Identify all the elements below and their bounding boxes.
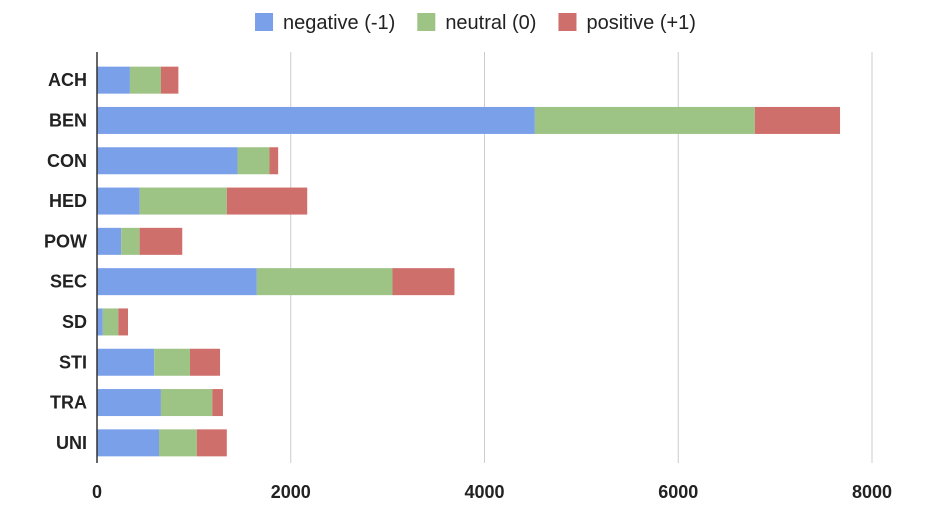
bar-ach-negative-1 (97, 66, 130, 94)
x-tick-label-6000: 6000 (658, 482, 698, 502)
bar-uni-neutral-0 (159, 429, 197, 457)
bar-hed-negative-1 (97, 187, 140, 215)
bar-tra-neutral-0 (160, 389, 213, 417)
category-label-tra: TRA (50, 393, 87, 413)
category-label-hed: HED (49, 191, 87, 211)
bar-con-positive-1 (269, 147, 279, 175)
bar-con-neutral-0 (237, 147, 270, 175)
category-label-sd: SD (62, 312, 87, 332)
bar-uni-negative-1 (97, 429, 159, 457)
bar-ben-neutral-0 (534, 106, 755, 134)
bar-sd-positive-1 (118, 308, 128, 336)
category-label-pow: POW (44, 231, 87, 251)
bar-hed-positive-1 (226, 187, 308, 215)
bar-sti-negative-1 (97, 348, 155, 376)
bar-sti-neutral-0 (154, 348, 190, 376)
x-tick-label-4000: 4000 (464, 482, 504, 502)
category-label-sec: SEC (50, 272, 87, 292)
category-label-sti: STI (59, 352, 87, 372)
bar-ach-positive-1 (160, 66, 179, 94)
bar-sti-positive-1 (190, 348, 221, 376)
category-label-con: CON (47, 151, 87, 171)
legend-swatch-positive-1 (558, 13, 577, 31)
legend-label-positive-1: positive (+1) (586, 12, 696, 34)
x-tick-labels: 0 2000 4000 6000 8000 (92, 482, 892, 502)
bar-tra-positive-1 (212, 389, 223, 417)
bar-sec-negative-1 (97, 268, 257, 296)
category-label-ben: BEN (49, 110, 87, 130)
bar-ach-neutral-0 (129, 66, 161, 94)
bar-pow-negative-1 (97, 227, 122, 255)
bars (97, 66, 841, 457)
legend-label-neutral-0: neutral (0) (445, 12, 536, 34)
legend: negative (-1) neutral (0) positive (+1) (255, 12, 696, 34)
legend-label-negative-1: negative (-1) (283, 12, 395, 34)
category-label-ach: ACH (48, 70, 87, 90)
bar-sd-neutral-0 (102, 308, 119, 336)
bar-ben-negative-1 (97, 106, 535, 134)
category-label-uni: UNI (56, 433, 87, 453)
category-labels: ACH BEN CON HED POW SEC SD STI TRA UNI (44, 70, 87, 453)
bar-tra-negative-1 (97, 389, 161, 417)
legend-swatch-neutral-0 (417, 13, 436, 31)
x-tick-label-2000: 2000 (271, 482, 311, 502)
bar-con-negative-1 (97, 147, 238, 175)
x-tick-label-0: 0 (92, 482, 102, 502)
bar-sec-positive-1 (392, 268, 455, 296)
x-tick-label-8000: 8000 (852, 482, 892, 502)
legend-swatch-negative-1 (255, 13, 274, 31)
bar-pow-neutral-0 (121, 227, 140, 255)
bar-hed-neutral-0 (139, 187, 227, 215)
bar-ben-positive-1 (754, 106, 841, 134)
bar-sd-negative-1 (97, 308, 103, 336)
bar-pow-positive-1 (139, 227, 183, 255)
bar-uni-positive-1 (196, 429, 227, 457)
bar-sec-neutral-0 (256, 268, 393, 296)
